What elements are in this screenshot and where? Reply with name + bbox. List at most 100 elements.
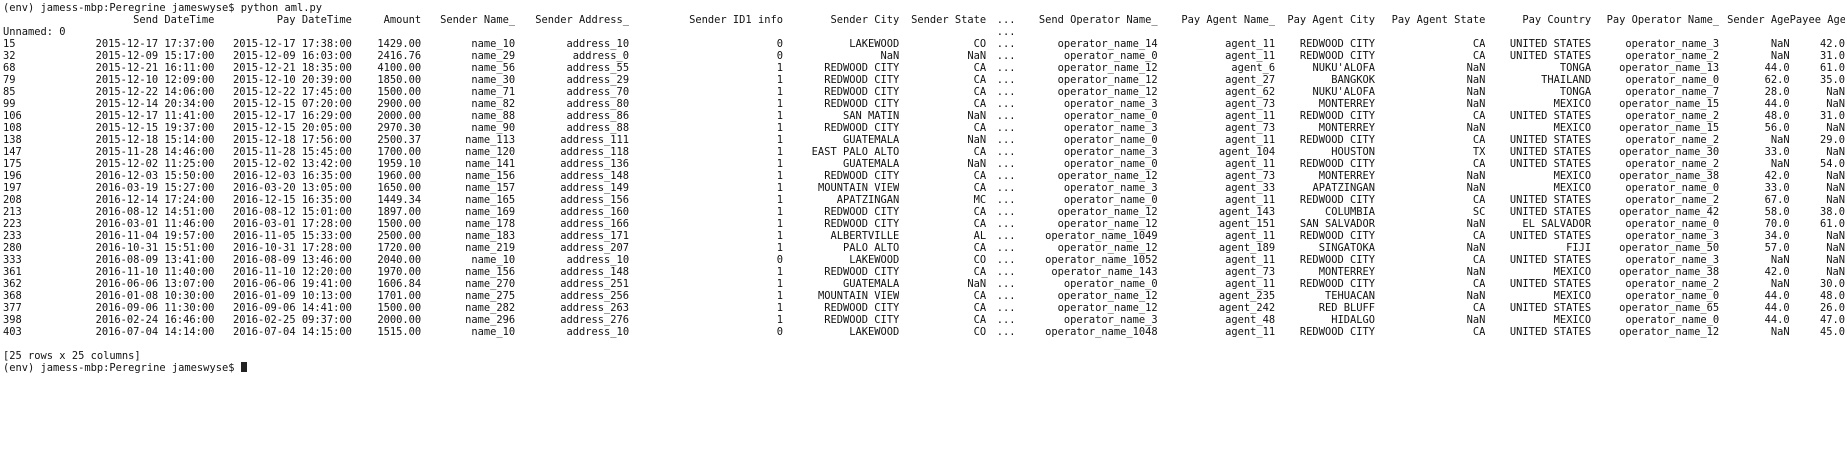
row-index-cell: 233 [3,230,22,242]
table-cell: 29.0 [1819,134,1845,146]
row-index-cell: 106 [3,110,22,122]
table-cell: 1 [776,194,783,206]
table-cell: CA [1472,326,1486,338]
table-cell: NaN [967,278,987,290]
table-cell: 35.0 [1819,74,1845,86]
table-row: 147 2015-11-28 14:46:00 2015-11-28 15:45:0… [3,146,1845,158]
table-cell: name_82 [471,98,516,110]
table-cell: 1 [776,218,783,230]
row-index-cell: 108 [3,122,22,134]
table-cell: NaN [1466,98,1486,110]
row-index-cell: 175 [3,158,22,170]
table-cell: CO [973,254,987,266]
table-cell: NaN [1770,326,1790,338]
table-cell: UNITED STATES [1509,110,1592,122]
table-row: 398 2016-02-24 16:46:00 2016-02-25 09:37:0… [3,314,1845,326]
table-cell: 56.0 [1764,122,1790,134]
header-ellipsis: ... [996,26,1016,38]
table-cell: name_270 [465,278,516,290]
table-cell: 2016-11-05 15:33:00 [233,230,352,242]
table-row: 361 2016-11-10 11:40:00 2016-11-10 12:20:0… [3,266,1845,278]
table-cell: COLUMBIA [1324,206,1375,218]
table-cell: address_149 [560,182,630,194]
table-row: 208 2016-12-14 17:24:00 2016-12-15 16:35:0… [3,194,1845,206]
table-cell: ... [996,74,1016,86]
table-cell: operator_name_0 [1625,182,1720,194]
table-cell: name_157 [465,182,516,194]
table-cell: 61.0 [1819,218,1845,230]
table-cell: 2016-02-25 09:37:00 [233,314,352,326]
table-cell: 1500.00 [377,218,422,230]
table-cell: MEXICO [1553,122,1592,134]
table-row: 197 2016-03-19 15:27:00 2016-03-20 13:05:0… [3,182,1845,194]
rows-columns-summary: [25 rows x 25 columns] [3,350,141,362]
table-cell: 2015-12-17 17:37:00 [95,38,215,50]
table-cell: ... [996,50,1016,62]
table-cell: 2016-08-09 13:46:00 [233,254,352,266]
table-cell: agent_6 [1231,62,1276,74]
table-cell: name_113 [465,134,516,146]
next-prompt[interactable]: (env) jamess-mbp:Peregrine jameswyse$ [3,362,1847,374]
table-cell: operator_name_3 [1625,38,1720,50]
table-cell: CA [1472,50,1486,62]
table-cell: 2015-12-17 16:29:00 [233,110,352,122]
table-cell: 1 [776,182,783,194]
table-cell: 2016-03-19 15:27:00 [95,182,215,194]
table-cell: operator_name_12 [1619,326,1720,338]
table-cell: name_156 [465,170,516,182]
table-cell: name_178 [465,218,516,230]
table-cell: 1700.00 [377,146,422,158]
table-cell: ... [996,62,1016,74]
table-cell: 2016-01-08 10:30:00 [95,290,215,302]
table-cell: 42.0 [1764,266,1790,278]
table-cell: operator_name_3 [1063,314,1158,326]
table-cell: 2016-06-06 19:41:00 [233,278,352,290]
table-cell: NaN [967,50,987,62]
table-cell: operator_name_12 [1057,62,1158,74]
table-row: 362 2016-06-06 13:07:00 2016-06-06 19:41:0… [3,278,1845,290]
table-cell: 2040.00 [377,254,422,266]
table-row: 79 2015-12-10 12:09:00 2015-12-10 20:39:00… [3,74,1845,86]
table-cell: name_169 [465,206,516,218]
table-cell: ... [996,218,1016,230]
table-cell: agent_62 [1225,86,1276,98]
table-cell: address_88 [566,122,630,134]
table-cell: CA [973,182,987,194]
table-cell: UNITED STATES [1509,194,1592,206]
table-cell: 1 [776,278,783,290]
table-cell: NaN [967,134,987,146]
table-cell: operator_name_0 [1063,50,1158,62]
table-cell: 2015-12-10 20:39:00 [233,74,352,86]
table-cell: operator_name_12 [1057,242,1158,254]
table-row: 68 2015-12-21 16:11:00 2015-12-21 18:35:00… [3,62,1845,74]
table-cell: operator_name_0 [1625,218,1720,230]
table-cell: REDWOOD CITY [824,170,900,182]
table-cell: 1500.00 [377,86,422,98]
table-cell: address_86 [566,110,630,122]
table-cell: ... [996,86,1016,98]
table-cell: 2016-12-14 17:24:00 [95,194,215,206]
table-cell: 1 [776,62,783,74]
table-cell: NaN [1466,266,1486,278]
table-cell: agent_11 [1225,254,1276,266]
table-cell: REDWOOD CITY [1299,134,1375,146]
table-cell: 0 [776,38,783,50]
table-body: 15 2015-12-17 17:37:00 2015-12-17 17:38:00… [3,38,1845,338]
table-cell: operator_name_15 [1619,122,1720,134]
table-cell: 2016-01-09 10:13:00 [233,290,352,302]
table-header-row: Send DateTime Pay DateTime Amount Sender Na… [3,14,1845,26]
table-cell: 1 [776,290,783,302]
table-cell: 1720.00 [377,242,422,254]
table-cell: NaN [1826,230,1845,242]
table-cell: agent_73 [1225,266,1276,278]
table-cell: ... [996,158,1016,170]
table-row: 175 2015-12-02 11:25:00 2015-12-02 13:42:0… [3,158,1845,170]
table-cell: 1 [776,314,783,326]
table-cell: CA [1472,194,1486,206]
table-cell: 2016-12-15 16:35:00 [233,194,352,206]
table-cell: 2016-12-03 15:50:00 [95,170,215,182]
table-cell: NaN [1826,266,1845,278]
table-cell: 58.0 [1764,206,1790,218]
table-cell: CA [973,266,987,278]
